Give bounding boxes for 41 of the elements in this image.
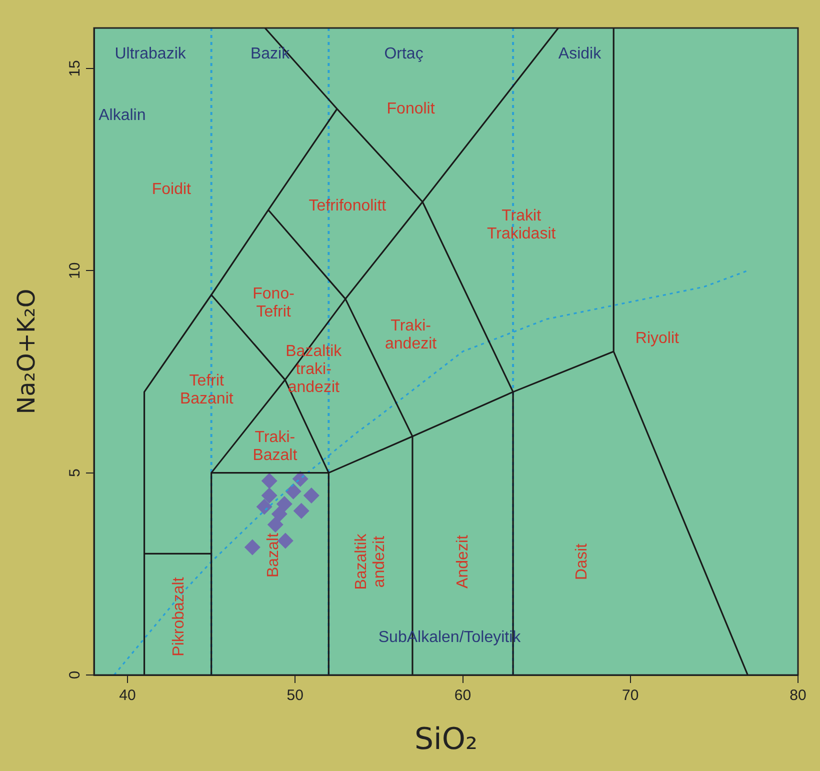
x-tick-label: 80: [790, 687, 806, 704]
x-axis-title: SiO₂: [414, 722, 478, 757]
x-tick-label: 50: [286, 687, 304, 704]
point: [285, 483, 302, 500]
annotation: Bazalt: [264, 532, 282, 578]
annotation: Tefrifonolitt: [308, 197, 387, 214]
annotation: Traki- andezit: [385, 318, 438, 353]
point: [271, 506, 288, 522]
annotation: Trakit Trakidasit: [486, 208, 556, 243]
annotation: Ortaç: [384, 45, 424, 62]
point: [276, 496, 292, 512]
point: [293, 502, 310, 519]
annotation: Fono- Tefrit: [252, 285, 294, 320]
point: [267, 516, 284, 533]
annotation: Traki- Bazalt: [252, 429, 298, 464]
annotation: Riyolit: [635, 330, 680, 347]
annotation: Alkalin: [98, 106, 146, 124]
annotation: Bazaltik andezit: [353, 532, 388, 590]
point: [303, 487, 320, 504]
point: [261, 472, 278, 489]
annotation: Ultrabazik: [114, 45, 187, 62]
annotation: Fonolit: [386, 100, 436, 118]
point: [244, 539, 260, 556]
point: [261, 487, 278, 504]
annotation: Dasit: [573, 542, 590, 580]
annotation: Bazik: [250, 45, 291, 62]
x-tick-label: 70: [622, 687, 639, 704]
y-tick-label: 15: [66, 60, 84, 77]
y-tick-label: 5: [66, 468, 84, 477]
annotation: Foidit: [152, 181, 192, 198]
x-tick-label: 60: [454, 687, 472, 704]
point: [277, 532, 294, 549]
annotation: Pikrobazalt: [170, 576, 188, 656]
x-tick-label: 40: [119, 687, 136, 704]
y-tick-label: 10: [66, 262, 84, 279]
y-tick-label: 0: [66, 670, 84, 680]
y-axis-title: Na₂O+K₂O: [12, 288, 41, 414]
annotation: Asidik: [558, 45, 602, 62]
annotation: Andezit: [454, 534, 472, 588]
point: [256, 498, 272, 515]
annotation: Tefrit Bazanit: [180, 372, 234, 408]
